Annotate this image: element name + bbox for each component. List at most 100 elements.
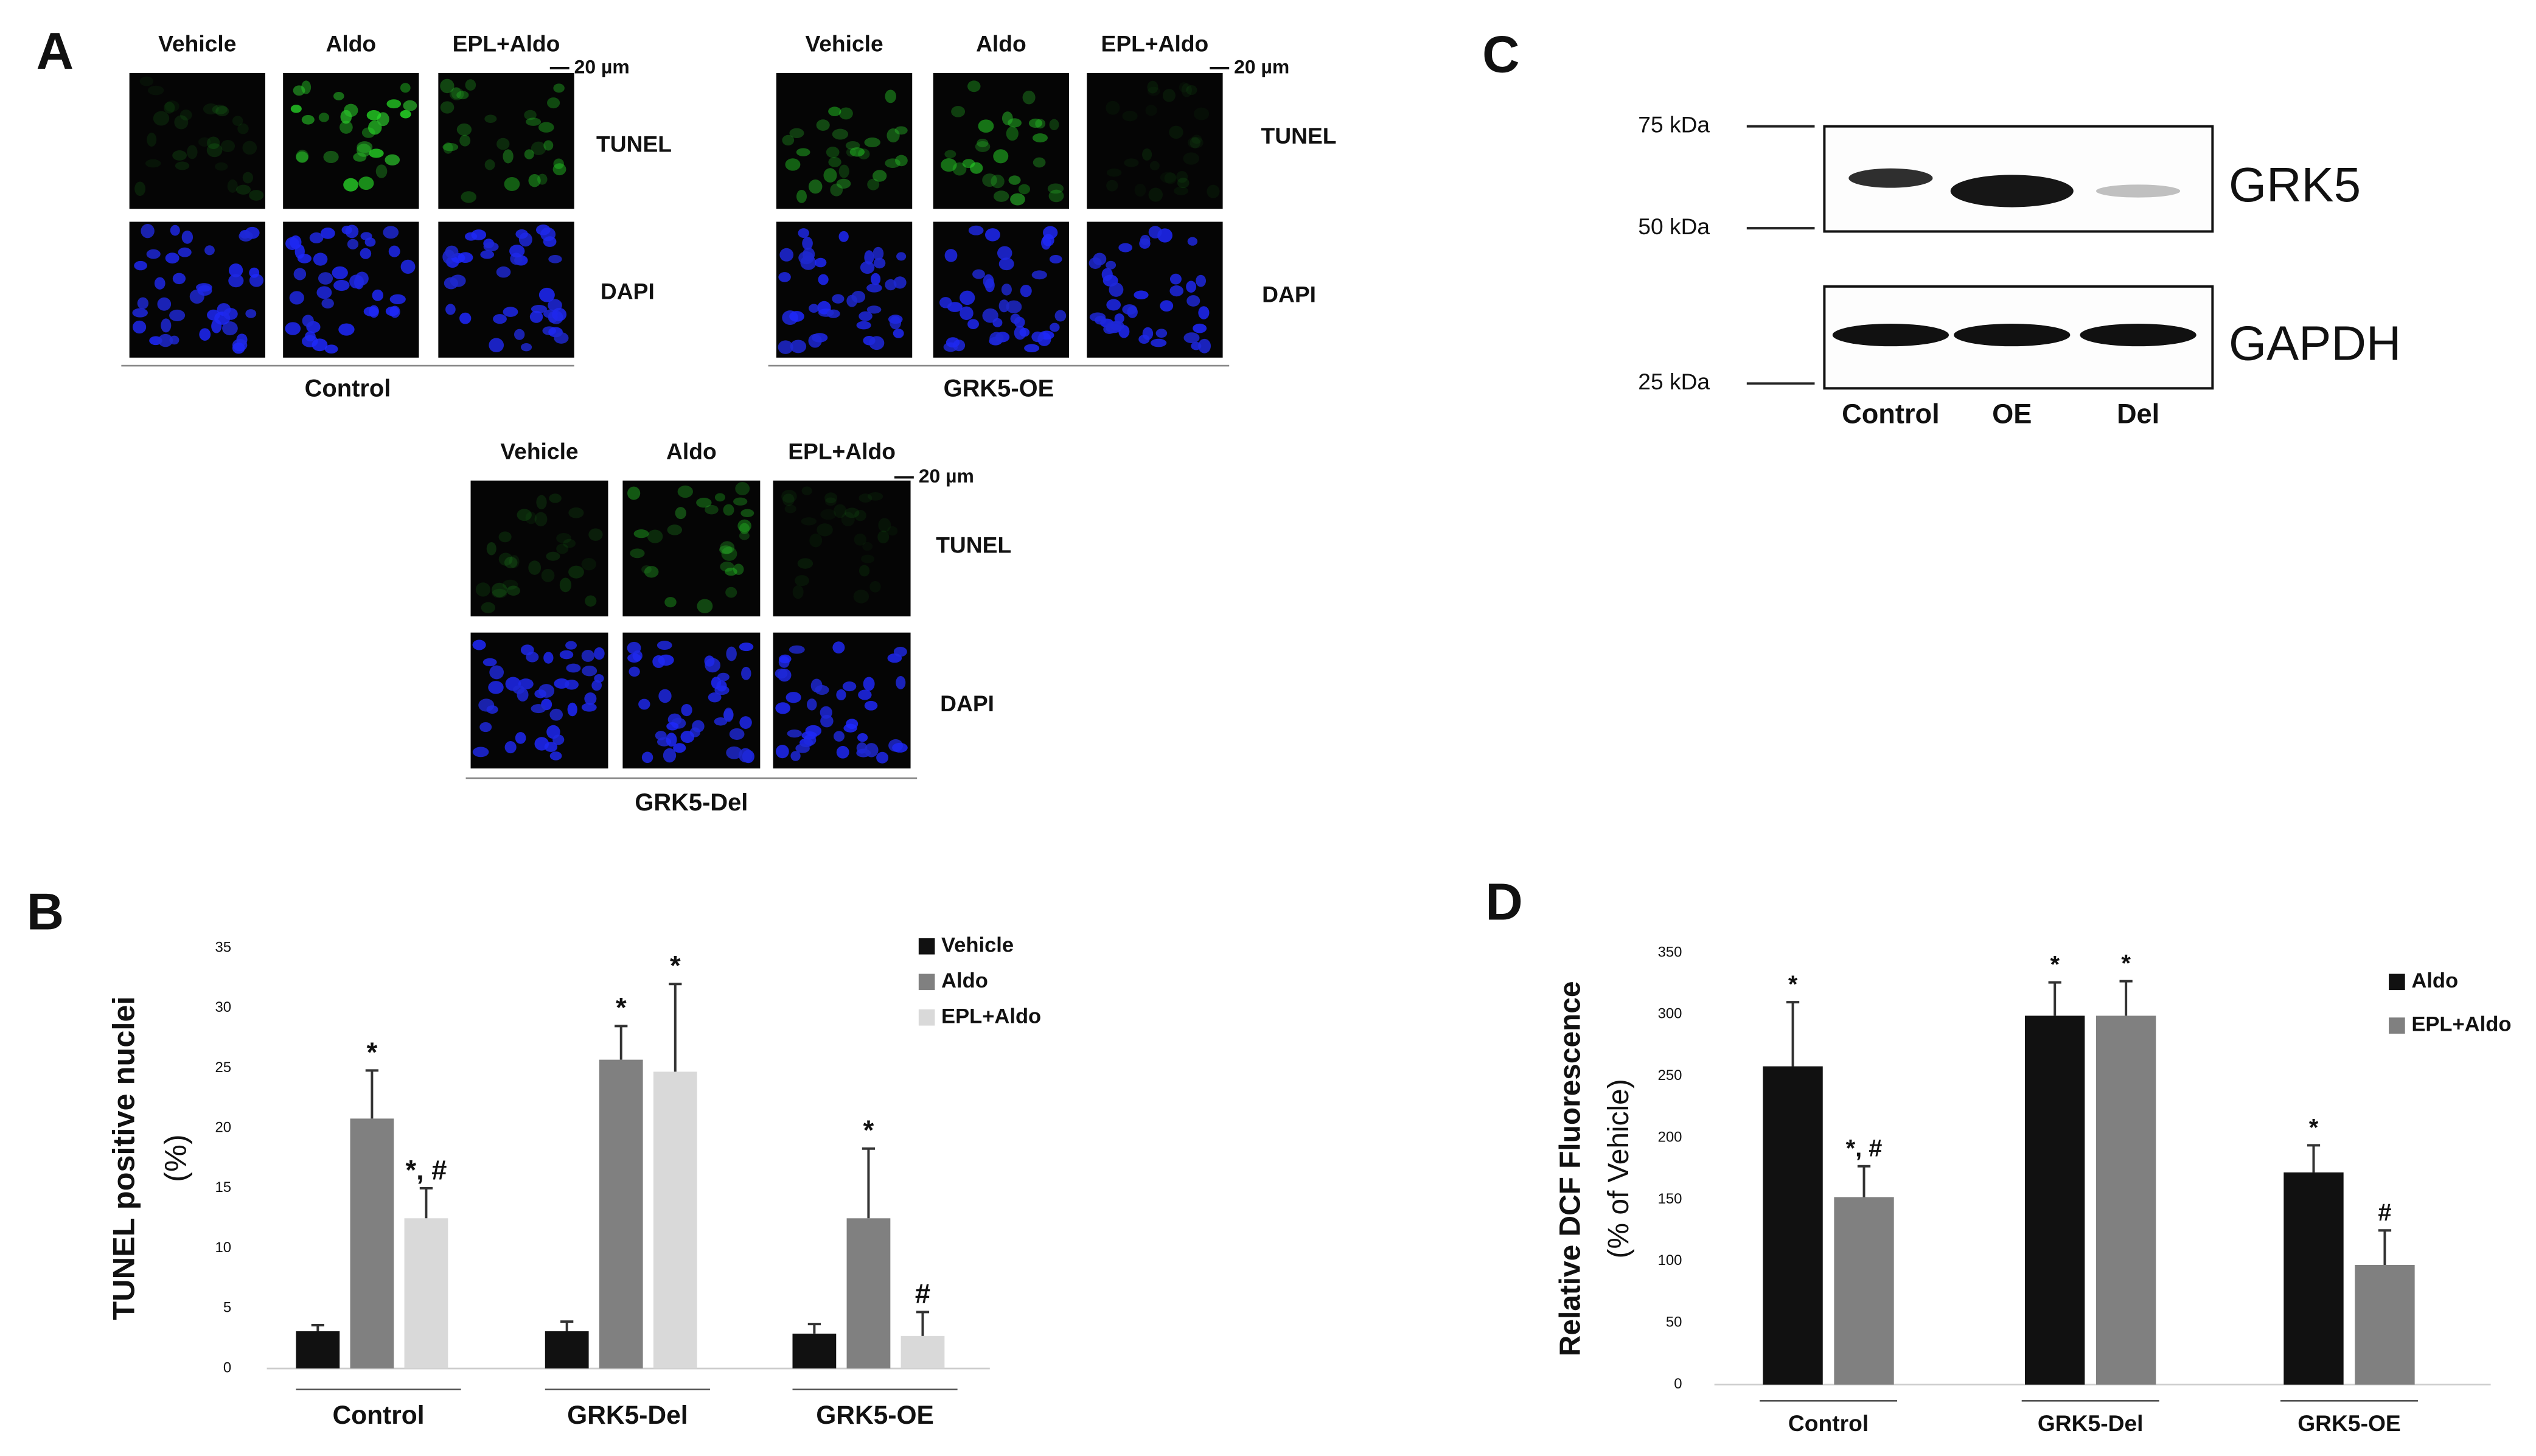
column-label: EPL+Aldo xyxy=(453,31,560,57)
nucleus xyxy=(681,703,692,717)
nucleus xyxy=(1106,100,1120,115)
nucleus xyxy=(549,493,562,503)
nucleus xyxy=(475,582,490,597)
nucleus xyxy=(1169,273,1182,285)
nucleus xyxy=(726,746,742,759)
nucleus xyxy=(719,545,733,554)
column-label: Vehicle xyxy=(500,438,578,464)
nucleus xyxy=(978,119,994,133)
band xyxy=(1848,168,1933,188)
nucleus xyxy=(790,751,801,761)
nucleus xyxy=(1122,304,1137,315)
nucleus xyxy=(809,533,823,548)
bar xyxy=(1763,1066,1823,1385)
nucleus xyxy=(383,226,399,239)
nucleus xyxy=(204,245,215,256)
nucleus xyxy=(696,497,712,508)
mw-marker-label: 50 kDa xyxy=(1638,214,1710,239)
nucleus xyxy=(1179,82,1189,93)
nucleus xyxy=(1187,136,1204,148)
nucleus xyxy=(137,297,149,310)
nucleus xyxy=(456,123,472,136)
nucleus xyxy=(1109,282,1124,297)
nucleus xyxy=(1054,310,1067,322)
y-axis-label: Relative DCF Fluorescence xyxy=(1554,981,1586,1357)
micrograph xyxy=(1087,72,1223,209)
nucleus xyxy=(509,555,520,568)
nucleus xyxy=(321,298,334,309)
nucleus xyxy=(717,672,730,681)
nucleus xyxy=(559,577,572,593)
legend-label: EPL+Aldo xyxy=(941,1005,1041,1028)
nucleus xyxy=(1196,274,1207,287)
nucleus xyxy=(839,107,853,120)
nucleus xyxy=(154,277,165,290)
nucleus xyxy=(290,105,302,113)
nucleus xyxy=(864,138,880,147)
nucleus xyxy=(504,741,517,754)
nucleus xyxy=(1177,178,1190,189)
nucleus xyxy=(198,137,211,147)
nucleus xyxy=(801,486,812,495)
nucleus xyxy=(1118,243,1133,253)
bar xyxy=(2025,1015,2085,1385)
nucleus xyxy=(896,252,907,261)
nucleus xyxy=(553,83,565,93)
nucleus xyxy=(893,276,907,289)
nucleus xyxy=(644,566,659,578)
nucleus xyxy=(667,524,683,535)
nucleus xyxy=(993,149,1009,164)
nucleus xyxy=(797,558,813,569)
nucleus xyxy=(1095,316,1107,325)
nucleus xyxy=(1106,299,1121,311)
nucleus xyxy=(1149,161,1160,171)
nucleus xyxy=(739,643,754,652)
nucleus xyxy=(675,507,686,520)
nucleus xyxy=(531,141,546,156)
nucleus xyxy=(236,184,251,195)
nucleus xyxy=(498,552,513,566)
nucleus xyxy=(537,173,548,185)
nucleus xyxy=(249,267,260,278)
nucleus xyxy=(1190,137,1200,148)
micrograph xyxy=(776,72,913,209)
nucleus xyxy=(1035,119,1046,129)
nucleus xyxy=(776,745,789,759)
nucleus xyxy=(568,507,584,518)
nucleus xyxy=(237,123,249,134)
nucleus xyxy=(526,117,542,126)
nucleus xyxy=(846,294,858,307)
y-tick-label: 0 xyxy=(1674,1376,1682,1392)
nucleus xyxy=(480,250,495,259)
y-tick-label: 0 xyxy=(223,1359,231,1376)
bar xyxy=(653,1071,697,1369)
bar xyxy=(846,1218,891,1369)
nucleus xyxy=(664,597,677,608)
nucleus xyxy=(997,246,1012,260)
nucleus xyxy=(844,507,860,518)
nucleus xyxy=(1006,126,1019,141)
nucleus xyxy=(385,154,400,165)
nucleus xyxy=(172,150,187,161)
nucleus xyxy=(738,748,753,763)
nucleus xyxy=(146,249,161,259)
nucleus xyxy=(242,141,257,155)
group-label: GRK5-Del xyxy=(635,789,748,816)
nucleus xyxy=(450,274,466,287)
nucleus xyxy=(242,172,254,184)
nucleus xyxy=(857,733,868,742)
nucleus xyxy=(1031,331,1044,343)
nucleus xyxy=(493,314,507,324)
nucleus xyxy=(517,509,532,521)
nucleus xyxy=(400,259,416,274)
nucleus xyxy=(716,680,727,692)
nucleus xyxy=(792,585,804,599)
nucleus xyxy=(808,333,822,348)
nucleus xyxy=(864,250,874,265)
nucleus xyxy=(795,575,809,587)
nucleus xyxy=(714,717,728,726)
nucleus xyxy=(873,170,887,182)
nucleus xyxy=(834,504,847,518)
nucleus xyxy=(960,306,974,320)
nucleus xyxy=(1006,300,1022,313)
